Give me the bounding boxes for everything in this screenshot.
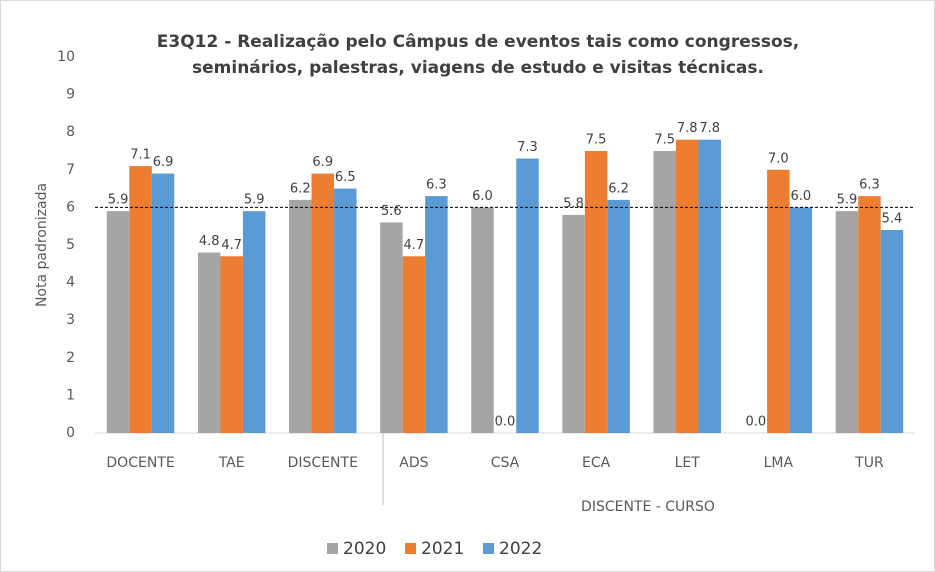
bar	[311, 173, 335, 433]
y-tick-label: 1	[66, 387, 75, 403]
y-tick-label: 8	[66, 124, 75, 140]
bar	[516, 158, 539, 433]
y-tick-label: 4	[66, 275, 75, 291]
bar	[197, 252, 221, 433]
value-label: 6.9	[153, 155, 174, 170]
legend-label: 2020	[343, 539, 386, 559]
bar	[767, 169, 790, 434]
y-tick-label: 7	[66, 162, 75, 178]
y-axis-label: Nota padronizada	[34, 183, 50, 307]
bar	[129, 166, 152, 434]
y-tick-label: 9	[66, 87, 75, 103]
value-label: 5.9	[837, 193, 858, 208]
value-label: 7.0	[768, 151, 789, 166]
value-label: 5.6	[381, 204, 402, 219]
legend-label: 2022	[499, 539, 542, 559]
value-label: 5.8	[563, 196, 584, 211]
bar	[380, 222, 403, 433]
value-label: 7.5	[654, 133, 675, 148]
bar	[402, 256, 426, 433]
bar	[220, 256, 243, 433]
value-label: 6.2	[290, 181, 311, 196]
value-label: 0.0	[745, 415, 766, 430]
value-label: 4.8	[199, 234, 220, 249]
bar	[789, 207, 813, 433]
bar	[106, 211, 130, 433]
bar	[471, 207, 494, 433]
y-tick-label: 6	[66, 199, 75, 215]
bar	[151, 173, 175, 433]
x-tick-label: LET	[675, 455, 701, 471]
group-label: DISCENTE - CURSO	[581, 499, 715, 515]
bar	[584, 151, 608, 433]
value-label: 5.9	[244, 193, 265, 208]
value-label: 6.9	[312, 155, 333, 170]
value-label: 7.3	[517, 140, 538, 155]
value-label: 7.8	[677, 121, 698, 136]
bar	[675, 139, 699, 433]
value-label: 6.3	[859, 178, 880, 193]
value-label: 7.1	[130, 148, 151, 163]
value-label: 6.0	[790, 189, 811, 204]
chart-title: E3Q12 - Realização pelo Câmpus de evento…	[157, 32, 799, 52]
value-label: 6.0	[472, 189, 493, 204]
bar	[880, 229, 904, 433]
y-tick-label: 10	[57, 49, 75, 65]
y-tick-label: 2	[66, 350, 75, 366]
x-tick-label: ECA	[582, 455, 611, 471]
bar	[562, 214, 585, 433]
value-label: 6.3	[426, 178, 447, 193]
value-label: 4.7	[404, 238, 425, 253]
bar	[653, 151, 676, 433]
value-label: 6.5	[335, 170, 356, 185]
legend-label: 2021	[421, 539, 464, 559]
y-tick-label: 3	[66, 312, 75, 328]
y-tick-label: 0	[66, 425, 75, 441]
value-label: 6.2	[608, 181, 629, 196]
x-tick-label: TUR	[854, 455, 884, 471]
x-tick-label: DOCENTE	[106, 455, 174, 471]
legend-swatch	[483, 543, 494, 554]
x-tick-label: LMA	[764, 455, 794, 471]
bar	[835, 211, 859, 433]
value-label: 5.4	[882, 211, 903, 226]
chart-title: seminários, palestras, viagens de estudo…	[192, 58, 764, 78]
x-tick-label: TAE	[218, 455, 245, 471]
x-tick-label: CSA	[491, 455, 520, 471]
legend-swatch	[405, 543, 416, 554]
value-label: 0.0	[495, 415, 516, 430]
y-tick-label: 5	[66, 237, 75, 253]
bar	[858, 196, 881, 433]
value-label: 5.9	[108, 193, 129, 208]
bar	[698, 139, 721, 433]
bar	[425, 196, 448, 433]
value-label: 4.7	[221, 238, 242, 253]
value-label: 7.8	[699, 121, 720, 136]
bar	[289, 199, 312, 433]
bar	[334, 188, 357, 433]
value-label: 7.5	[586, 133, 607, 148]
legend-swatch	[327, 543, 338, 554]
bar	[607, 199, 630, 433]
x-tick-label: ADS	[399, 455, 428, 471]
bar	[242, 211, 266, 433]
x-tick-label: DISCENTE	[288, 455, 358, 471]
